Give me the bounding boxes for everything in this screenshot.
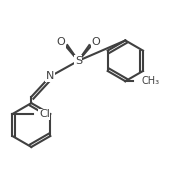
Text: N: N	[46, 71, 54, 82]
Text: Cl: Cl	[39, 109, 50, 119]
Text: O: O	[91, 37, 100, 47]
Text: O: O	[57, 37, 65, 47]
Text: S: S	[75, 56, 82, 66]
Text: CH₃: CH₃	[141, 76, 159, 86]
